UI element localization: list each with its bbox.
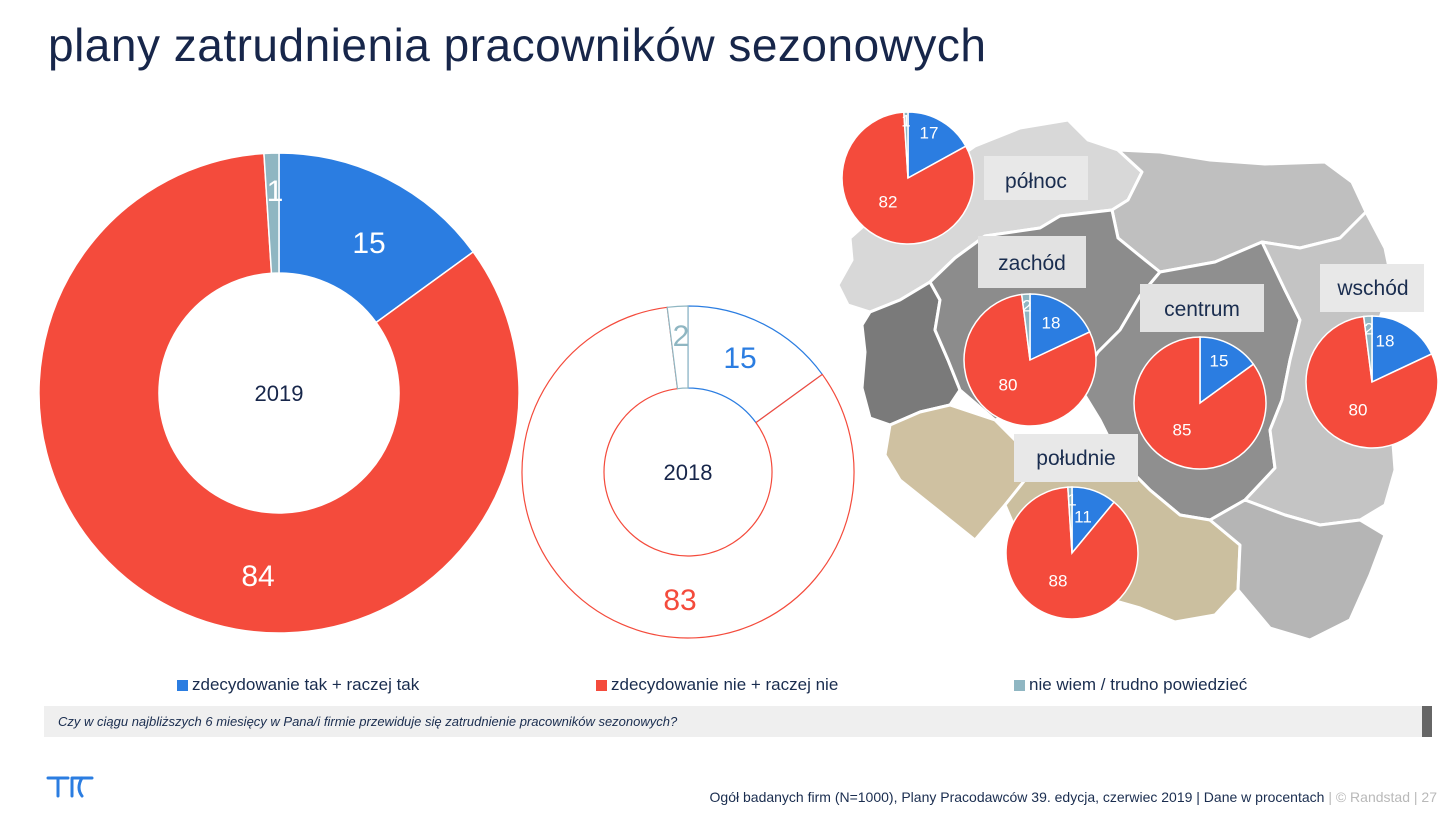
pie-slice-no [1133, 336, 1267, 470]
question-bar [1422, 706, 1432, 737]
region-label-box-polnoc [984, 156, 1088, 200]
slice-label-no: 88 [1049, 571, 1068, 590]
slice-label-no: 82 [879, 192, 898, 211]
pie-slice-dontknow [263, 152, 280, 275]
pie-slice-dontknow [666, 305, 689, 390]
slice-label-no: 85 [1173, 420, 1192, 439]
chart-canvas: północ zachód centrum wschód południe 15… [38, 111, 1439, 642]
legend-swatch-no [596, 679, 607, 691]
pie-slice-no [841, 111, 975, 245]
pie-chart-południe: 11 88 1 [1005, 486, 1139, 620]
pie-chart-2019: 15 84 1 2019 [38, 152, 520, 634]
pie-slice-no [1005, 486, 1139, 620]
pie-slice-yes [1199, 336, 1255, 405]
slice-label-yes: 15 [352, 227, 385, 260]
legend-label-no: zdecydowanie nie + raczej nie [611, 675, 839, 694]
slice-label-yes: 15 [1210, 351, 1229, 370]
slice-label-no: 83 [663, 584, 696, 617]
slice-label-dontknow: 1 [1067, 490, 1076, 509]
slice-label-dontknow: 1 [267, 175, 284, 208]
pie-slice-yes [907, 111, 967, 180]
slice-label-yes: 15 [723, 342, 756, 375]
slice-label-no: 80 [999, 375, 1018, 394]
question-text: Czy w ciągu najbliższych 6 miesięcy w Pa… [58, 714, 678, 729]
pie-chart-północ: 17 82 1 [841, 111, 975, 245]
pie-slice-yes [278, 152, 475, 324]
region-label-zachod: zachód [998, 252, 1066, 275]
pie-slice-no [963, 293, 1097, 427]
footer-page: 27 [1421, 789, 1437, 805]
pie-slice-dontknow [1362, 315, 1373, 383]
donut-center-label: 2019 [255, 381, 304, 406]
pie-chart-2018: 15 83 2 2018 [521, 305, 855, 639]
slice-label-no: 84 [241, 560, 274, 593]
pie-slice-yes [1371, 315, 1433, 384]
region-label-poludnie: południe [1036, 447, 1115, 470]
pie-slice-dontknow [1020, 293, 1031, 361]
slice-label-dontknow: 2 [1364, 319, 1373, 338]
region-label-centrum: centrum [1164, 298, 1240, 321]
slice-label-dontknow: 1 [901, 111, 910, 130]
slice-label-yes: 18 [1376, 331, 1395, 350]
footer-units: | Dane w procentach [1196, 789, 1325, 805]
slice-label-yes: 18 [1042, 313, 1061, 332]
pie-slice-dontknow [1067, 486, 1073, 554]
slice-label-no: 80 [1349, 400, 1368, 419]
slice-label-dontknow: 2 [673, 320, 690, 353]
pie-slice-yes [1029, 293, 1091, 362]
region-label-box-centrum [1140, 284, 1264, 332]
legend-swatch-dontknow [1014, 679, 1025, 691]
question-box: Czy w ciągu najbliższych 6 miesięcy w Pa… [44, 706, 1432, 737]
pie-slice-no [1305, 315, 1439, 449]
pie-slice-no [38, 152, 520, 634]
pie-slice-dontknow [903, 111, 909, 179]
legend-item-no: zdecydowanie nie + raczej nie [596, 675, 838, 695]
pie-chart-wschód: 18 80 2 [1305, 315, 1439, 449]
region-labels: północ zachód centrum wschód południe [978, 156, 1424, 482]
legend-label-yes: zdecydowanie tak + raczej tak [192, 675, 420, 694]
pie-slice-no [521, 306, 855, 639]
footer-source: Ogół badanych firm (N=1000), Plany Praco… [709, 789, 1193, 805]
legend-item-yes: zdecydowanie tak + raczej tak [177, 675, 419, 695]
region-label-box-wschod [1320, 264, 1424, 312]
legend-item-dontknow: nie wiem / trudno powiedzieć [1014, 675, 1247, 695]
legend-label-dontknow: nie wiem / trudno powiedzieć [1029, 675, 1248, 694]
region-label-polnoc: północ [1005, 170, 1067, 193]
donut-center-label: 2018 [664, 460, 713, 485]
footer: Ogół badanych firm (N=1000), Plany Praco… [710, 789, 1437, 805]
slice-label-yes: 17 [920, 123, 939, 142]
page-title: plany zatrudnienia pracowników sezonowyc… [48, 19, 987, 71]
region-label-box-zachod [978, 236, 1086, 288]
region-label-box-poludnie [1014, 434, 1138, 482]
legend: zdecydowanie tak + raczej tak zdecydowan… [0, 675, 1455, 697]
slice-label-yes: 11 [1074, 507, 1092, 526]
slice-label-dontknow: 2 [1022, 296, 1031, 315]
legend-swatch-yes [177, 679, 188, 691]
randstad-logo-icon [46, 776, 94, 798]
map-region-southeast [1208, 498, 1387, 642]
pie-charts: 1584120191583220181782118802158518802118… [38, 111, 1439, 639]
map-region-poludnie-west [883, 403, 1027, 542]
region-label-wschod: wschód [1336, 277, 1408, 300]
footer-brand: | © Randstad | [1328, 789, 1418, 805]
pie-chart-zachód: 18 80 2 [963, 293, 1097, 427]
